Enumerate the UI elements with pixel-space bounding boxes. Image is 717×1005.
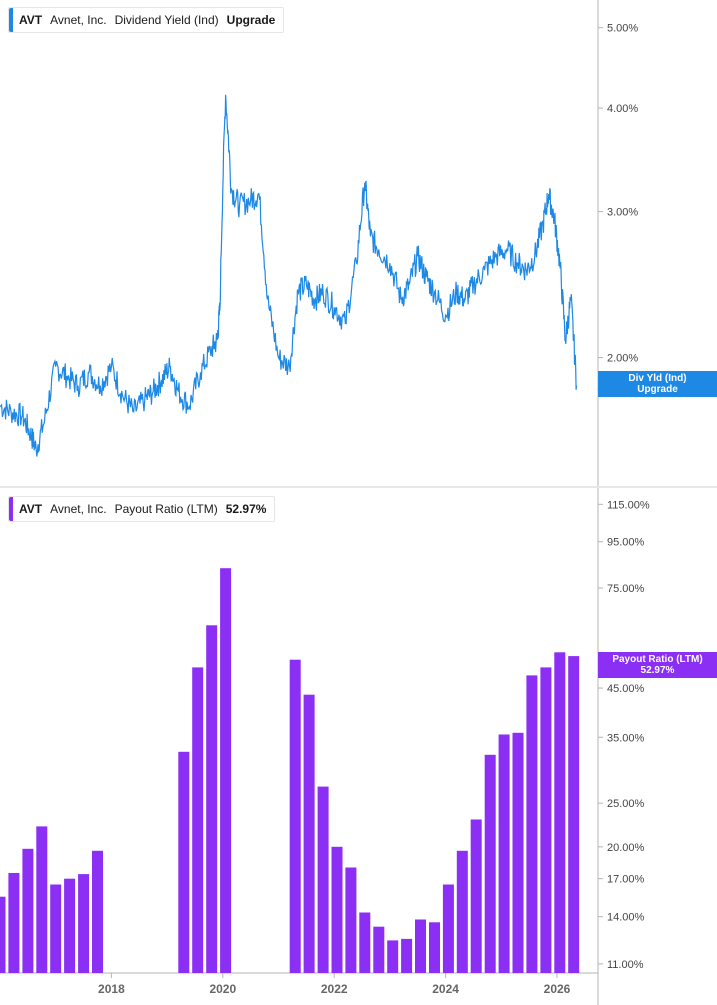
bottom-y-tick: 75.00% (598, 583, 645, 595)
legend-ticker: AVT (19, 502, 43, 516)
bottom-y-tick: 17.00% (598, 874, 645, 886)
tag-label: Payout Ratio (LTM) (612, 654, 703, 665)
bottom-y-tick: 115.00% (598, 499, 650, 511)
payout-ratio-bar (317, 786, 329, 973)
x-tick-label: 2024 (432, 982, 459, 996)
legend-company: Avnet, Inc. (50, 502, 107, 516)
x-tick-label: 2022 (321, 982, 348, 996)
legend-metric: Payout Ratio (LTM) (114, 502, 218, 516)
tag-value: Upgrade (637, 384, 678, 395)
payout-ratio-bar (512, 732, 524, 973)
bottom-panel: 115.00% 95.00% 75.00% 45.00% 35.00% 25.00% 20.… (0, 488, 650, 1005)
payout-ratio-bar (568, 656, 580, 973)
bottom-y-tick: 35.00% (598, 732, 645, 744)
payout-ratio-bar (78, 874, 90, 973)
bottom-y-tick-label: 45.00% (607, 683, 645, 695)
payout-ratio-bar (456, 850, 468, 973)
payout-ratio-bar (373, 926, 385, 973)
top-y-tick-label: 2.00% (607, 353, 638, 365)
bottom-y-tick-label: 14.00% (607, 912, 645, 924)
x-tick: 2026 (544, 973, 571, 996)
x-tick-label: 2018 (98, 982, 125, 996)
dividend-yield-line (0, 94, 578, 457)
legend-metric: Dividend Yield (Ind) (114, 13, 219, 27)
payout-ratio-bar (429, 922, 440, 973)
bottom-y-tick: 45.00% (598, 683, 645, 695)
top-y-tick-label: 3.00% (607, 207, 638, 219)
payout-ratio-bar (345, 867, 357, 973)
bottom-y-tick-label: 11.00% (607, 959, 644, 971)
payout-ratio-bar (359, 912, 371, 973)
payout-ratio-bar (220, 568, 232, 973)
payout-ratio-bar (36, 826, 48, 973)
x-tick: 2018 (98, 973, 125, 996)
payout-ratio-bar (554, 652, 566, 973)
payout-ratio-bar (92, 850, 103, 973)
legend-color-swatch (9, 497, 13, 521)
legend-company: Avnet, Inc. (50, 13, 107, 27)
top-y-tick: 3.00% (598, 207, 638, 219)
payout-ratio-bar (526, 675, 538, 973)
payout-ratio-bar (442, 884, 454, 973)
legend-ticker: AVT (19, 13, 43, 27)
x-axis-ticks: 2018 2020 2022 2024 2026 (98, 973, 571, 996)
payout-ratio-bar (22, 848, 34, 973)
bottom-y-tick: 25.00% (598, 798, 645, 810)
x-tick: 2024 (432, 973, 459, 996)
payout-ratio-bar (401, 938, 413, 973)
bottom-y-tick: 95.00% (598, 537, 645, 549)
x-tick: 2020 (209, 973, 236, 996)
bottom-y-tick-label: 75.00% (607, 583, 645, 595)
bottom-y-tick-label: 115.00% (607, 499, 650, 511)
bottom-y-tick-label: 25.00% (607, 798, 645, 810)
x-tick-label: 2026 (544, 982, 571, 996)
payout-ratio-bar (387, 940, 399, 973)
payout-ratio-bar (498, 734, 510, 973)
payout-ratio-bar (0, 896, 6, 973)
legend-color-swatch (9, 8, 13, 32)
payout-ratio-bar (64, 878, 76, 973)
payout-ratio-bar (206, 625, 218, 973)
tag-value: 52.97% (640, 665, 675, 676)
payout-ratio-bar (331, 846, 343, 973)
top-y-ticks: 5.00% 4.00% 3.00% 2.00% (598, 23, 638, 365)
payout-ratio-bar (289, 659, 301, 973)
payout-ratio-bar (50, 884, 62, 973)
x-tick-label: 2020 (209, 982, 236, 996)
payout-ratio-bar (540, 667, 552, 973)
payout-ratio-bar (470, 819, 482, 973)
top-y-tick: 2.00% (598, 353, 638, 365)
bottom-y-tick-label: 95.00% (607, 537, 645, 549)
top-panel: 5.00% 4.00% 3.00% 2.00% (0, 0, 638, 486)
dividend-yield-line-series (0, 94, 578, 457)
payout-ratio-bar (192, 667, 204, 973)
legend-upgrade-value[interactable]: Upgrade (226, 13, 276, 27)
bottom-y-tick: 14.00% (598, 912, 645, 924)
payout-ratio-legend[interactable]: AVT Avnet, Inc. Payout Ratio (LTM) 52.97… (8, 496, 276, 522)
top-y-tick-label: 4.00% (607, 103, 638, 115)
bottom-y-tick-label: 17.00% (607, 874, 645, 886)
dividend-yield-legend[interactable]: AVT Avnet, Inc. Dividend Yield (Ind) Upg… (8, 7, 285, 33)
bottom-y-tick-label: 20.00% (607, 842, 645, 854)
payout-ratio-bar (303, 694, 315, 973)
legend-value: 52.97% (225, 502, 267, 516)
payout-ratio-bar (8, 873, 20, 973)
top-y-tick: 5.00% (598, 23, 638, 35)
bottom-y-tick: 11.00% (598, 959, 644, 971)
payout-ratio-bar (178, 751, 190, 973)
payout-ratio-bar (484, 754, 496, 973)
payout-ratio-value-tag: Payout Ratio (LTM) 52.97% (598, 652, 717, 678)
tag-label: Div Yld (Ind) (628, 373, 687, 384)
bottom-y-ticks: 115.00% 95.00% 75.00% 45.00% 35.00% 25.00% 20.… (598, 499, 650, 971)
x-tick: 2022 (321, 973, 348, 996)
top-y-tick: 4.00% (598, 103, 638, 115)
payout-ratio-bars (0, 568, 580, 973)
top-y-tick-label: 5.00% (607, 23, 638, 35)
bottom-y-tick: 20.00% (598, 842, 645, 854)
bottom-y-tick-label: 35.00% (607, 732, 645, 744)
payout-ratio-bar (415, 919, 426, 973)
dividend-yield-value-tag: Div Yld (Ind) Upgrade (598, 371, 717, 397)
